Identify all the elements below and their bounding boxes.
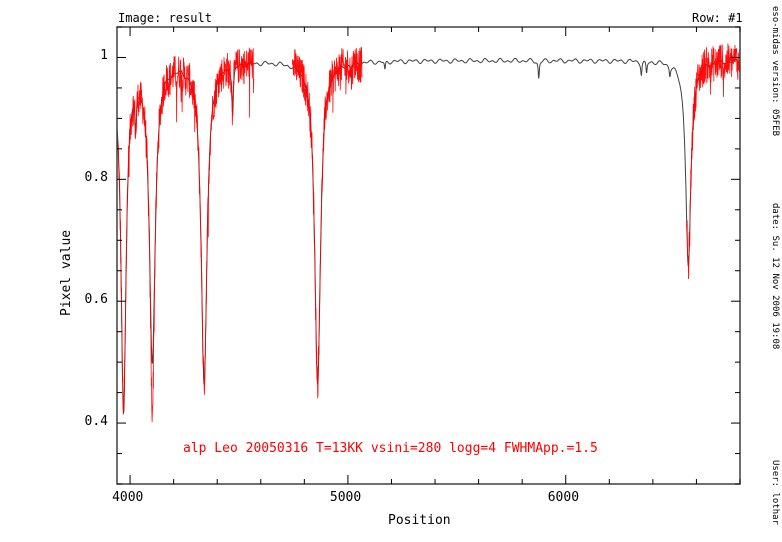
model-spectrum-line: [116, 57, 740, 414]
midas-version: eso-midas version: 05FEB: [770, 6, 780, 137]
user-name: User: lothar: [770, 460, 780, 526]
y-axis-label: Pixel value: [59, 229, 74, 316]
y-tick-label: 1: [100, 48, 108, 64]
x-tick-label: 6000: [547, 490, 580, 505]
x-tick-label: 4000: [112, 490, 144, 505]
row-label: Row: #1: [692, 11, 743, 25]
observed-spectrum-line: [117, 43, 741, 423]
y-tick-label: 0.4: [84, 414, 108, 430]
annotation-text: alp Leo 20050316 T=13KK vsini=280 logg=4…: [183, 441, 598, 456]
plot-date: date: Su. 12 Nov 2006 19:08: [770, 203, 780, 350]
y-tick-label: 0.8: [84, 170, 108, 186]
plot-frame: [116, 26, 741, 485]
x-tick-label: 5000: [329, 490, 362, 505]
x-axis-label: Position: [388, 513, 451, 528]
image-label: Image: result: [118, 11, 212, 25]
y-tick-label: 0.6: [84, 292, 108, 308]
